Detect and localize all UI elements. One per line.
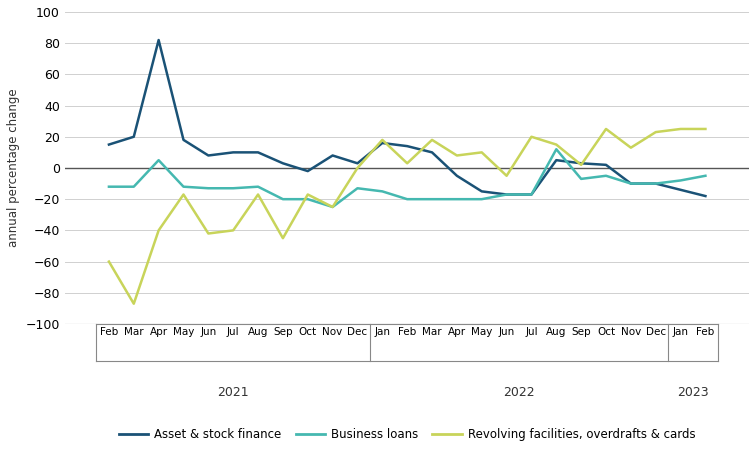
Text: 2022: 2022	[503, 387, 534, 400]
Y-axis label: annual percentage change: annual percentage change	[7, 89, 20, 248]
Legend: Asset & stock finance, Business loans, Revolving facilities, overdrafts & cards: Asset & stock finance, Business loans, R…	[114, 423, 700, 446]
Text: 2021: 2021	[218, 387, 249, 400]
Text: 2023: 2023	[677, 387, 709, 400]
